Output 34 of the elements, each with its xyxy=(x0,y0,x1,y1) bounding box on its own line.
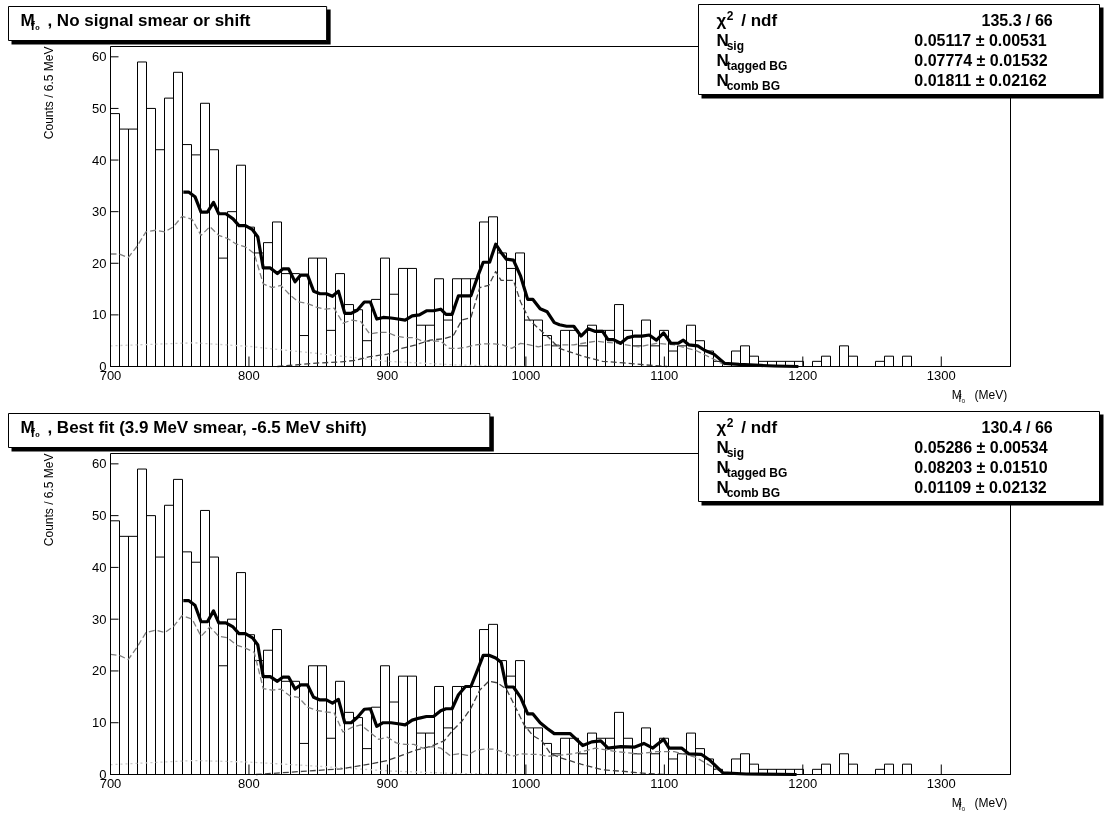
y-tick-label: 10 xyxy=(92,307,107,323)
y-axis-title: Counts / 6.5 MeV xyxy=(41,46,56,140)
y-tick-label: 30 xyxy=(92,204,107,220)
x-tick-label: 1200 xyxy=(788,367,818,383)
x-tick-label: 1100 xyxy=(650,775,679,791)
x-tick-label: 1000 xyxy=(511,367,541,383)
x-tick-label: 900 xyxy=(376,775,399,791)
text: 130.4 / 66 xyxy=(981,419,1053,436)
x-tick-label: 1300 xyxy=(926,367,956,383)
annotation: 0.05286 ± 0.00534 xyxy=(914,439,1048,456)
y-tick-label: 60 xyxy=(92,49,107,65)
y-tick-label: 20 xyxy=(92,663,107,679)
x-tick-label: 800 xyxy=(238,775,260,791)
annotation: 0.08203 ± 0.01510 xyxy=(914,459,1048,476)
y-tick-label: 10 xyxy=(92,715,107,731)
annotation: 0.01109 ± 0.02132 xyxy=(914,479,1047,496)
x-tick-label: 1300 xyxy=(926,775,956,791)
y-tick-label: 30 xyxy=(92,611,107,627)
x-tick-label: 1200 xyxy=(788,775,818,791)
annotation: 0.05117 ± 0.00531 xyxy=(914,32,1047,49)
y-tick-label: 40 xyxy=(92,559,107,575)
x-tick-label: 1100 xyxy=(650,367,679,383)
x-tick-label: 1000 xyxy=(511,775,541,791)
y-tick-label: 60 xyxy=(92,456,107,472)
x-tick-label: 900 xyxy=(376,367,399,383)
text: 135.3 / 66 xyxy=(981,12,1053,29)
y-tick-label: 50 xyxy=(92,508,107,524)
x-tick-label: 800 xyxy=(238,367,260,383)
annotation: 0.01811 ± 0.02162 xyxy=(914,72,1047,89)
y-tick-label: 20 xyxy=(92,255,107,271)
y-tick-label: 40 xyxy=(92,152,107,168)
y-tick-label: 50 xyxy=(92,100,107,116)
annotation: 0.07774 ± 0.01532 xyxy=(914,52,1048,69)
y-axis-title: Counts / 6.5 MeV xyxy=(41,453,56,547)
